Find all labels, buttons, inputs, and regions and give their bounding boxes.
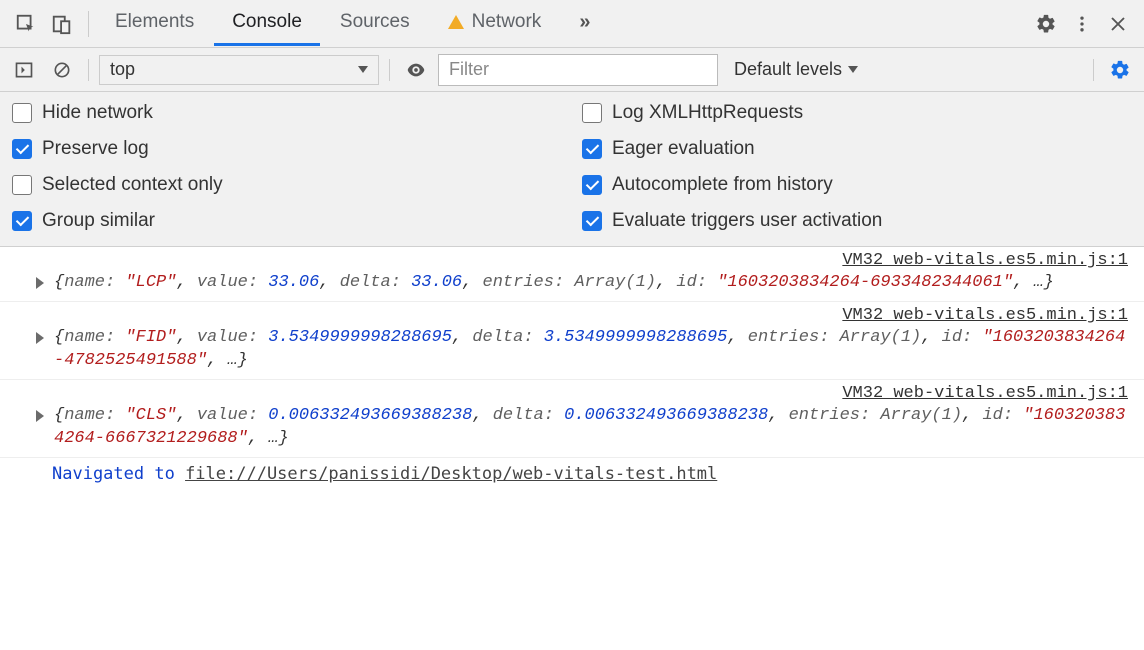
log-source-link[interactable]: VM32 web-vitals.es5.min.js:1 — [24, 306, 1134, 325]
checkbox-icon — [582, 175, 602, 195]
disclosure-triangle-icon[interactable] — [36, 277, 44, 289]
log-object[interactable]: {name: "LCP", value: 33.06, delta: 33.06… — [54, 272, 1134, 295]
checkbox-icon — [12, 211, 32, 231]
chk-label: Selected context only — [42, 174, 223, 196]
navigation-message: Navigated to file:///Users/panissidi/Des… — [0, 458, 1144, 492]
disclosure-triangle-icon[interactable] — [36, 410, 44, 422]
close-icon[interactable] — [1100, 6, 1136, 42]
caret-down-icon — [358, 66, 368, 73]
devtools-tabbar: Elements Console Sources Network » — [0, 0, 1144, 48]
panel-tabs: Elements Console Sources Network » — [97, 1, 608, 47]
tab-label: Console — [232, 11, 302, 33]
chk-eager-eval[interactable]: Eager evaluation — [582, 138, 1132, 160]
log-source-link[interactable]: VM32 web-vitals.es5.min.js:1 — [24, 251, 1134, 270]
checkbox-icon — [12, 139, 32, 159]
tab-elements[interactable]: Elements — [97, 1, 212, 46]
checkbox-icon — [582, 211, 602, 231]
chk-label: Eager evaluation — [612, 138, 755, 160]
disclosure-triangle-icon[interactable] — [36, 332, 44, 344]
log-levels-select[interactable]: Default levels — [724, 59, 868, 80]
context-value: top — [110, 59, 135, 80]
separator — [389, 59, 390, 81]
nav-prefix: Navigated to — [52, 464, 185, 484]
tab-label: Sources — [340, 11, 410, 33]
chk-selected-context[interactable]: Selected context only — [12, 174, 562, 196]
kebab-menu-icon[interactable] — [1064, 6, 1100, 42]
tab-console[interactable]: Console — [214, 1, 320, 46]
checkbox-icon — [12, 103, 32, 123]
chk-label: Hide network — [42, 102, 153, 124]
caret-down-icon — [848, 66, 858, 73]
log-object[interactable]: {name: "CLS", value: 0.00633249366938823… — [54, 405, 1134, 451]
console-settings-panel: Hide network Log XMLHttpRequests Preserv… — [0, 92, 1144, 247]
separator — [1093, 59, 1094, 81]
settings-gear-icon[interactable] — [1028, 6, 1064, 42]
console-log-list: VM32 web-vitals.es5.min.js:1 {name: "LCP"… — [0, 247, 1144, 458]
chk-label: Log XMLHttpRequests — [612, 102, 803, 124]
levels-label: Default levels — [734, 59, 842, 80]
log-object[interactable]: {name: "FID", value: 3.5349999998288695,… — [54, 327, 1134, 373]
context-select[interactable]: top — [99, 55, 379, 85]
tab-network[interactable]: Network — [430, 1, 560, 46]
chevron-double-right-icon: » — [579, 11, 590, 34]
log-row: VM32 web-vitals.es5.min.js:1 {name: "FID"… — [0, 302, 1144, 380]
log-row: VM32 web-vitals.es5.min.js:1 {name: "LCP"… — [0, 247, 1144, 302]
tab-sources[interactable]: Sources — [322, 1, 428, 46]
tab-label: Elements — [115, 11, 194, 33]
chk-eval-user-activation[interactable]: Evaluate triggers user activation — [582, 210, 1132, 232]
inspect-element-icon[interactable] — [8, 6, 44, 42]
console-toolbar: top Default levels — [0, 48, 1144, 92]
chk-preserve-log[interactable]: Preserve log — [12, 138, 562, 160]
chk-group-similar[interactable]: Group similar — [12, 210, 562, 232]
chk-log-xhr[interactable]: Log XMLHttpRequests — [582, 102, 1132, 124]
separator — [88, 11, 89, 37]
live-expression-icon[interactable] — [400, 54, 432, 86]
console-settings-gear-icon[interactable] — [1104, 54, 1136, 86]
chk-autocomplete-history[interactable]: Autocomplete from history — [582, 174, 1132, 196]
filter-input[interactable] — [438, 54, 718, 86]
separator — [88, 59, 89, 81]
tab-overflow[interactable]: » — [561, 1, 608, 47]
show-console-sidebar-icon[interactable] — [8, 54, 40, 86]
log-row: VM32 web-vitals.es5.min.js:1 {name: "CLS"… — [0, 380, 1144, 458]
chk-label: Evaluate triggers user activation — [612, 210, 882, 232]
checkbox-icon — [582, 103, 602, 123]
checkbox-icon — [12, 175, 32, 195]
nav-url[interactable]: file:///Users/panissidi/Desktop/web-vita… — [185, 464, 717, 484]
clear-console-icon[interactable] — [46, 54, 78, 86]
chk-label: Group similar — [42, 210, 155, 232]
warning-icon — [448, 15, 464, 29]
checkbox-icon — [582, 139, 602, 159]
device-toolbar-icon[interactable] — [44, 6, 80, 42]
chk-label: Autocomplete from history — [612, 174, 833, 196]
chk-hide-network[interactable]: Hide network — [12, 102, 562, 124]
tab-label: Network — [472, 11, 542, 33]
log-source-link[interactable]: VM32 web-vitals.es5.min.js:1 — [24, 384, 1134, 403]
chk-label: Preserve log — [42, 138, 149, 160]
